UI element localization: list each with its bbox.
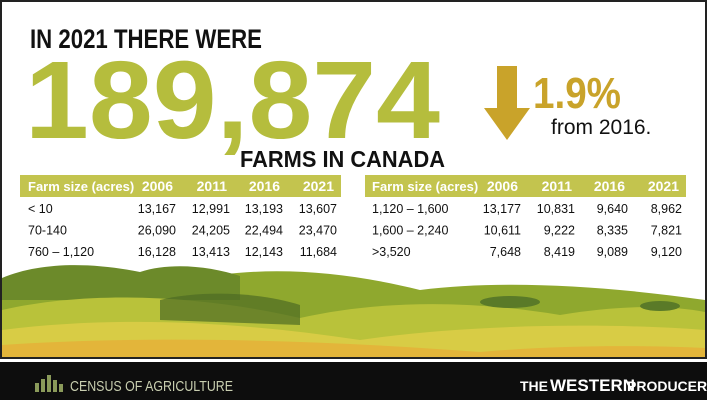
row-label: < 10 bbox=[28, 202, 53, 216]
landscape bbox=[2, 265, 705, 357]
table-cell: 7,821 bbox=[651, 224, 682, 238]
column-header: Farm size (acres) bbox=[372, 179, 478, 194]
headline-number: 189,874 bbox=[25, 39, 440, 162]
table-cell: 9,222 bbox=[544, 224, 575, 238]
footer-right-b: WESTERN bbox=[550, 376, 635, 395]
table-cell: 9,640 bbox=[597, 202, 628, 216]
footer-left: CENSUS OF AGRICULTURE bbox=[70, 378, 233, 395]
column-header: 2016 bbox=[249, 178, 280, 194]
column-header: 2016 bbox=[594, 178, 625, 194]
headline-intro: IN 2021 THERE WERE bbox=[30, 24, 262, 54]
footer-bar bbox=[0, 362, 707, 400]
table-cell: 22,494 bbox=[245, 224, 283, 238]
table-cell: 13,607 bbox=[299, 202, 337, 216]
column-header: 2011 bbox=[197, 178, 228, 194]
footer-right-a: THE bbox=[520, 378, 548, 394]
column-header: 2006 bbox=[487, 178, 518, 194]
column-header: Farm size (acres) bbox=[28, 179, 134, 194]
table-cell: 8,419 bbox=[544, 245, 575, 259]
footer-right-c: PRODUCER bbox=[627, 378, 707, 394]
table-cell: 23,470 bbox=[299, 224, 337, 238]
change-value: 1.9% bbox=[533, 69, 621, 118]
census-icon bbox=[35, 375, 63, 392]
table-cell: 10,831 bbox=[537, 202, 575, 216]
frame bbox=[0, 0, 707, 359]
table-cell: 8,335 bbox=[597, 224, 628, 238]
row-label: 1,600 – 2,240 bbox=[372, 224, 449, 238]
table-cell: 12,991 bbox=[192, 202, 230, 216]
table-header-bar bbox=[20, 175, 341, 197]
table-cell: 24,205 bbox=[192, 224, 230, 238]
headline-suffix: FARMS IN CANADA bbox=[240, 146, 445, 172]
table-cell: 13,413 bbox=[192, 245, 230, 259]
table-cell: 9,120 bbox=[651, 245, 682, 259]
table-cell: 9,089 bbox=[597, 245, 628, 259]
row-label: 760 – 1,120 bbox=[28, 245, 94, 259]
column-header: 2011 bbox=[542, 178, 573, 194]
table-cell: 13,177 bbox=[483, 202, 521, 216]
table-cell: 26,090 bbox=[138, 224, 176, 238]
table-cell: 8,962 bbox=[651, 202, 682, 216]
row-label: 70-140 bbox=[28, 224, 67, 238]
table-cell: 13,193 bbox=[245, 202, 283, 216]
table-cell: 13,167 bbox=[138, 202, 176, 216]
column-header: 2021 bbox=[648, 178, 679, 194]
table-header-bar bbox=[365, 175, 686, 197]
row-label: >3,520 bbox=[372, 245, 411, 259]
column-header: 2006 bbox=[142, 178, 173, 194]
table-cell: 7,648 bbox=[490, 245, 521, 259]
down-arrow bbox=[484, 66, 530, 140]
row-label: 1,120 – 1,600 bbox=[372, 202, 449, 216]
table-cell: 12,143 bbox=[245, 245, 283, 259]
table-cell: 16,128 bbox=[138, 245, 176, 259]
table-cell: 10,611 bbox=[484, 224, 521, 238]
table-cell: 11,684 bbox=[300, 245, 337, 259]
change-text: from 2016. bbox=[551, 116, 651, 139]
column-header: 2021 bbox=[303, 178, 334, 194]
